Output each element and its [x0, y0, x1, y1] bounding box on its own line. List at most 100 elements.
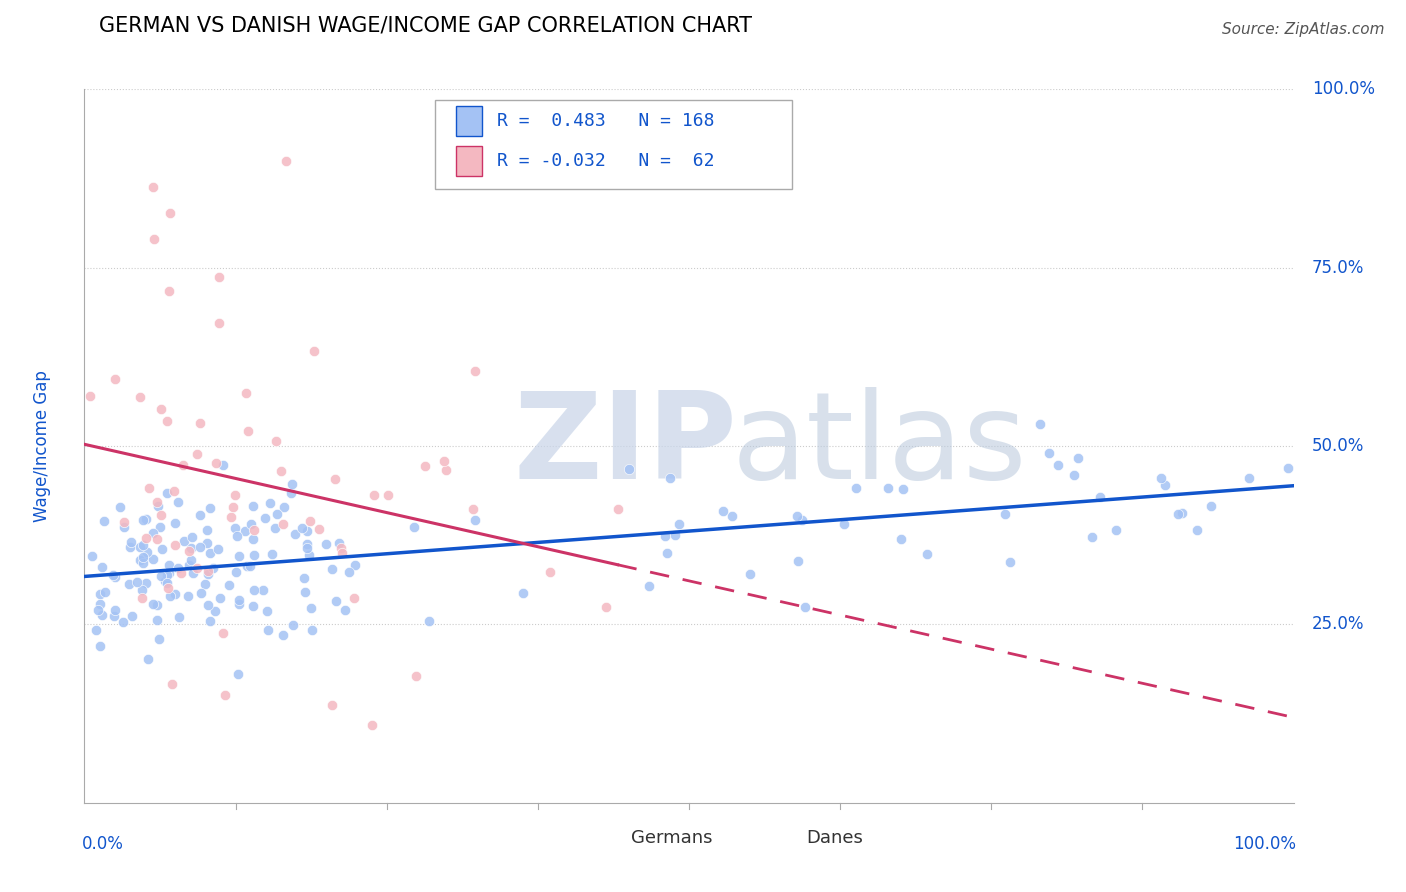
Point [273, 500, 295, 515]
Point [786, 508, 808, 523]
Point [225, 565, 247, 579]
Point [252, 583, 274, 598]
Point [195, 523, 218, 537]
Point [135, 531, 157, 545]
Point [299, 514, 322, 528]
Text: R =  0.483   N = 168: R = 0.483 N = 168 [496, 112, 714, 130]
Text: GERMAN VS DANISH WAGE/INCOME GAP CORRELATION CHART: GERMAN VS DANISH WAGE/INCOME GAP CORRELA… [98, 16, 752, 36]
Text: Wage/Income Gap: Wage/Income Gap [32, 370, 51, 522]
Point [243, 548, 266, 562]
FancyBboxPatch shape [456, 145, 482, 176]
Point [659, 471, 682, 485]
Point [112, 515, 135, 529]
Point [121, 608, 143, 623]
Point [1047, 458, 1070, 472]
Point [156, 582, 179, 596]
Point [1081, 530, 1104, 544]
Text: 75.0%: 75.0% [1312, 259, 1364, 277]
Point [224, 488, 246, 502]
Point [177, 589, 200, 603]
Point [1029, 417, 1052, 432]
Point [93, 585, 115, 599]
Point [333, 603, 356, 617]
Point [274, 154, 297, 169]
Point [1105, 523, 1128, 537]
Point [721, 508, 744, 523]
Point [129, 553, 152, 567]
Point [194, 577, 217, 591]
Point [165, 586, 187, 600]
Point [433, 454, 456, 468]
Point [188, 540, 211, 554]
Point [242, 533, 264, 547]
Point [219, 509, 242, 524]
Point [890, 532, 912, 546]
Point [157, 558, 180, 572]
Point [103, 609, 125, 624]
Point [1088, 491, 1111, 505]
Point [264, 434, 287, 449]
Point [711, 504, 734, 518]
Point [159, 206, 181, 220]
Point [142, 180, 165, 194]
Point [595, 600, 617, 615]
Point [197, 564, 219, 578]
Point [212, 458, 235, 473]
Point [145, 532, 167, 546]
Point [170, 566, 193, 580]
Point [149, 519, 172, 533]
Point [131, 591, 153, 605]
Point [218, 578, 240, 592]
Point [266, 507, 288, 521]
Point [413, 458, 436, 473]
Text: Source: ZipAtlas.com: Source: ZipAtlas.com [1222, 22, 1385, 37]
Point [242, 499, 264, 513]
Point [291, 521, 314, 535]
Point [84, 624, 107, 638]
Point [142, 552, 165, 566]
Point [845, 481, 868, 495]
Point [221, 500, 243, 514]
Point [143, 231, 166, 245]
Point [259, 496, 281, 510]
Point [79, 389, 101, 403]
Point [188, 508, 211, 522]
Point [790, 513, 813, 527]
Point [150, 541, 173, 556]
Point [297, 548, 319, 562]
Point [190, 586, 212, 600]
Text: 100.0%: 100.0% [1233, 835, 1296, 853]
Point [177, 558, 200, 572]
Point [163, 516, 186, 531]
Point [138, 481, 160, 495]
Point [329, 541, 352, 556]
Point [281, 477, 304, 491]
Point [160, 677, 183, 691]
Point [157, 284, 180, 298]
Point [228, 597, 250, 611]
Point [464, 364, 486, 378]
Point [257, 623, 280, 637]
Point [321, 698, 343, 713]
Point [434, 462, 457, 476]
Point [142, 597, 165, 611]
Point [328, 536, 350, 550]
Point [167, 609, 190, 624]
Point [172, 458, 194, 473]
Point [1038, 446, 1060, 460]
Point [738, 566, 761, 581]
Point [136, 652, 159, 666]
Point [180, 541, 202, 555]
Point [280, 485, 302, 500]
Point [638, 579, 661, 593]
Point [202, 560, 225, 574]
Point [235, 558, 257, 573]
Point [323, 472, 346, 486]
Point [163, 538, 186, 552]
Point [132, 556, 155, 570]
Point [90, 560, 112, 574]
Point [617, 462, 640, 476]
Point [93, 515, 115, 529]
Point [120, 535, 142, 549]
Point [295, 541, 318, 556]
